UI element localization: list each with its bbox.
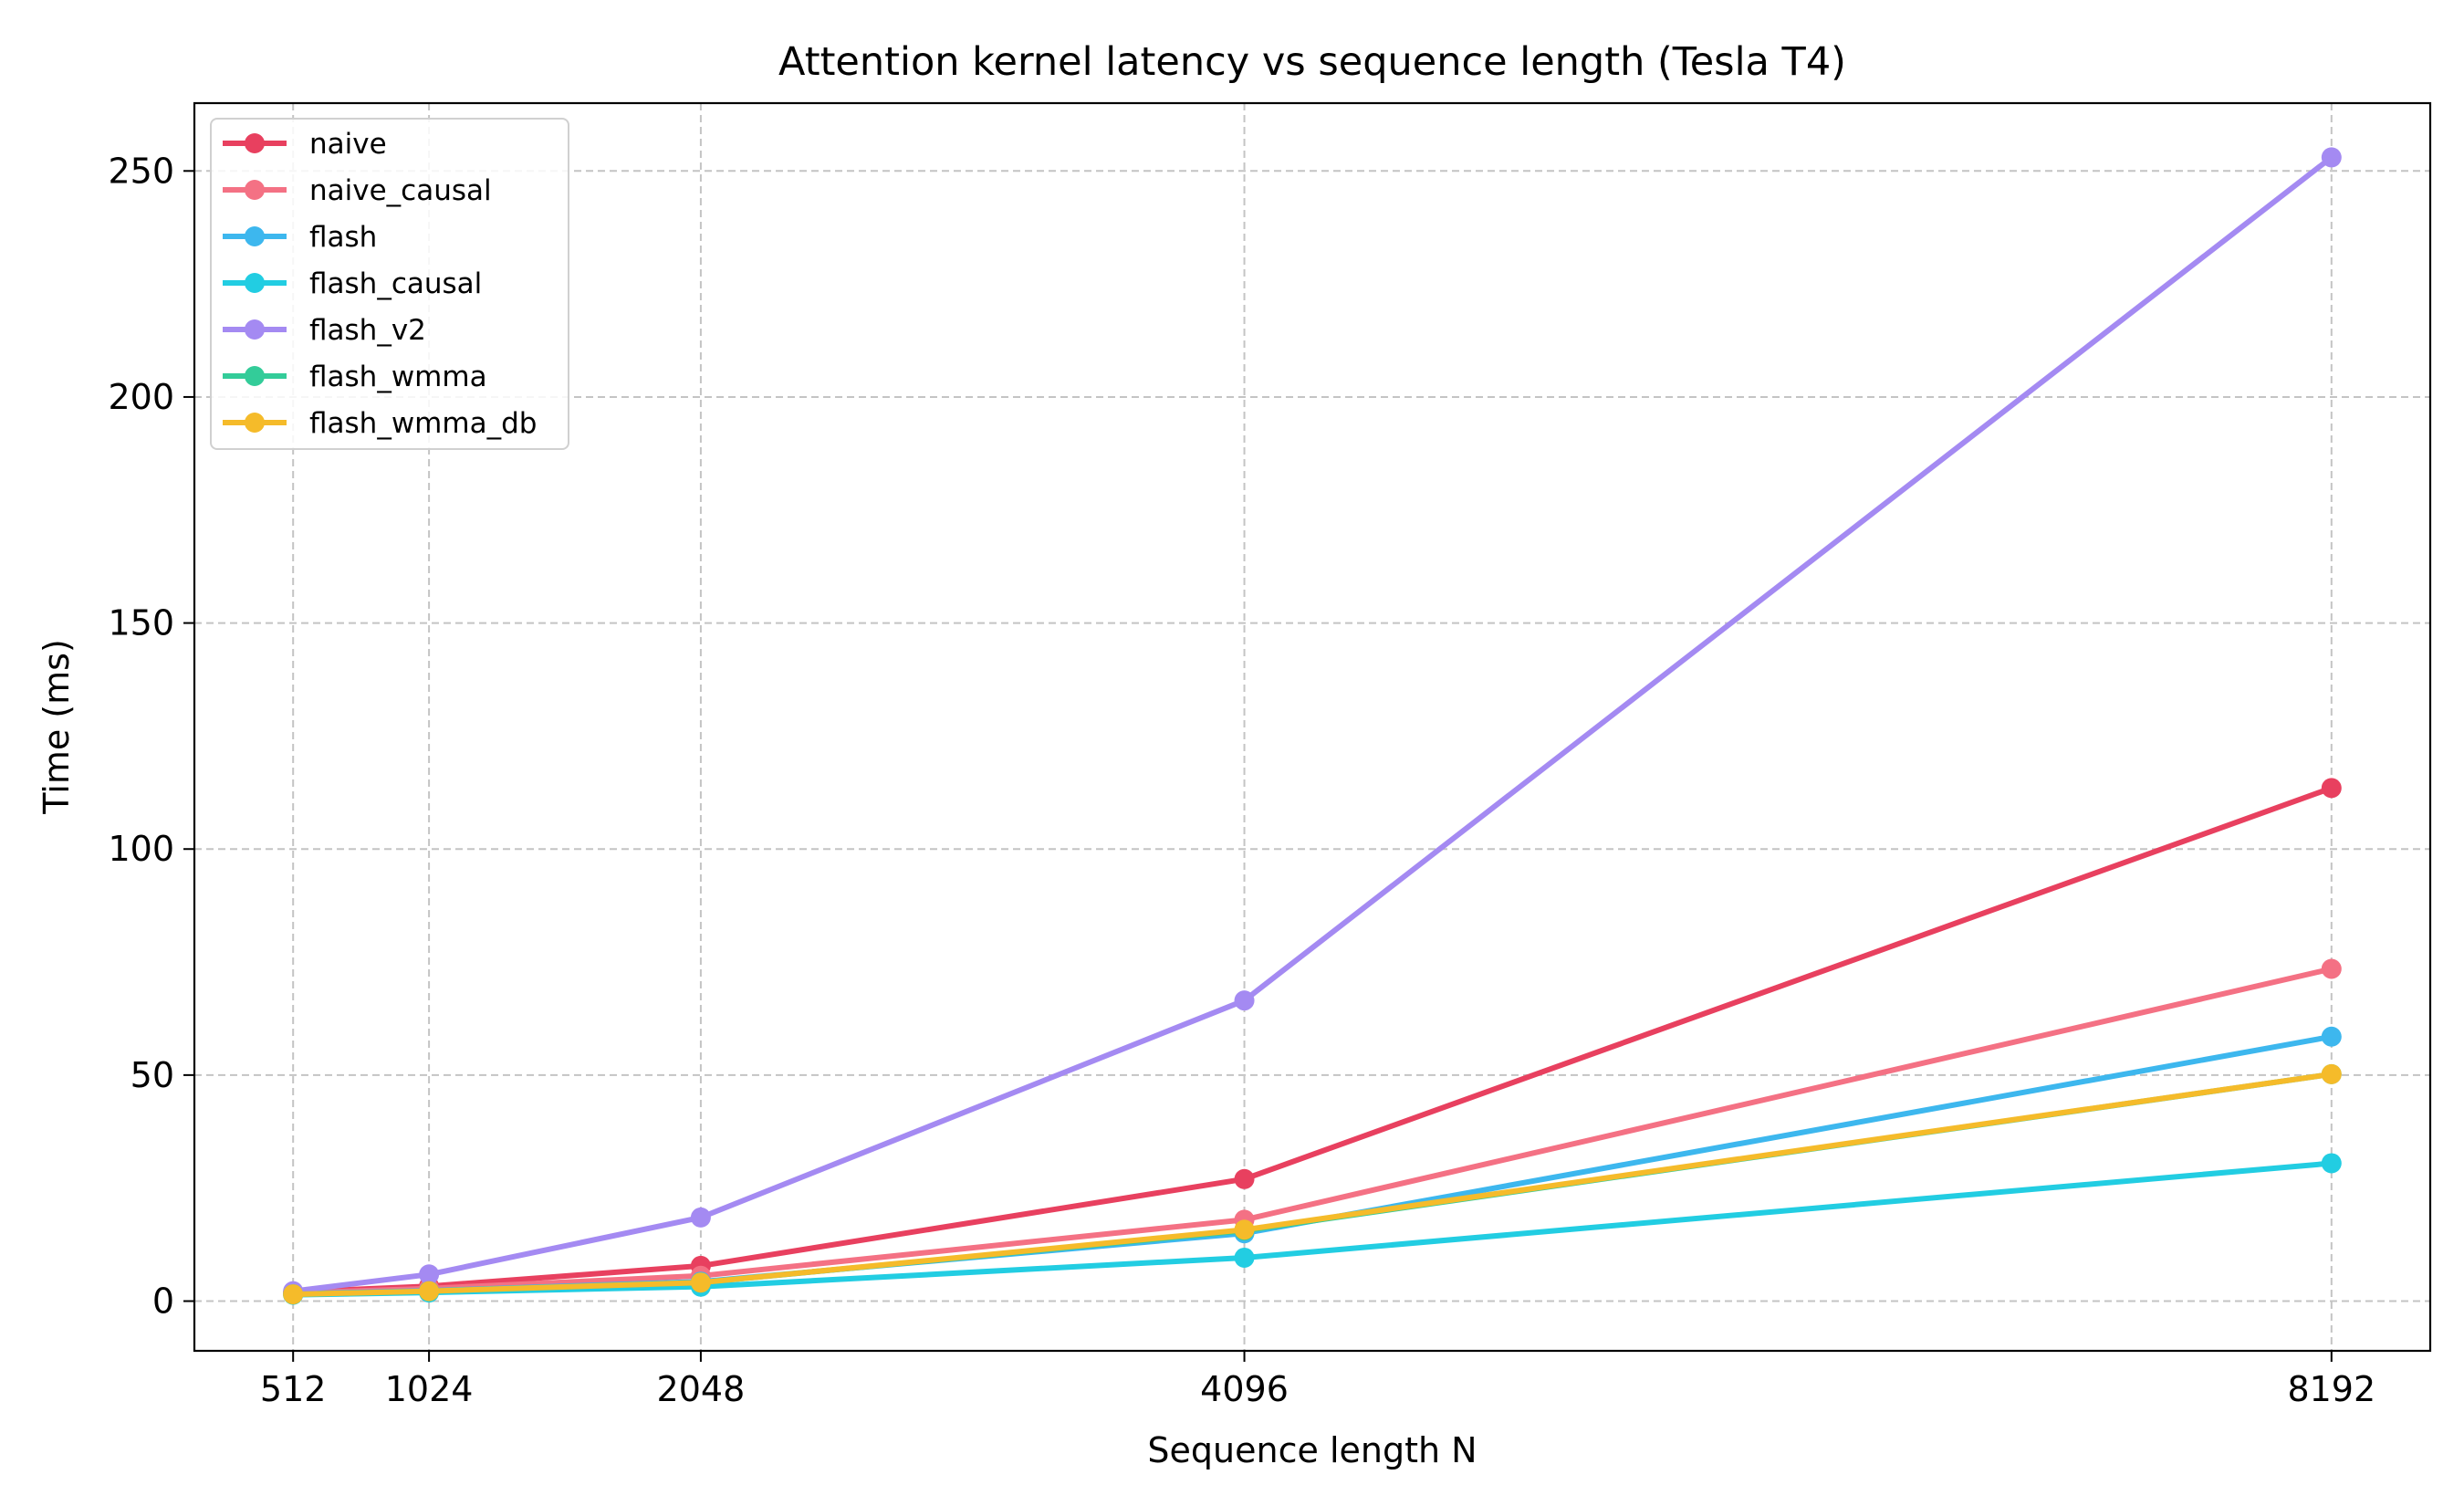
y-tick-label: 50 xyxy=(131,1055,174,1095)
data-point xyxy=(283,1284,304,1305)
legend-swatch-marker xyxy=(245,273,265,293)
legend-swatch-marker xyxy=(245,133,265,153)
legend-item: flash_causal xyxy=(223,267,482,300)
data-point xyxy=(2321,147,2342,168)
legend-item: naive_causal xyxy=(223,174,492,207)
data-point xyxy=(2321,958,2342,979)
axis-ticks: 512 1024 2048 4096 8192 0 50 100 150 200 250 xyxy=(108,151,2375,1409)
y-tick-label: 100 xyxy=(108,829,174,869)
legend-label: flash_causal xyxy=(309,267,482,300)
data-point xyxy=(2321,1153,2342,1174)
data-point xyxy=(2321,1063,2342,1084)
series-layer xyxy=(283,147,2342,1305)
data-point xyxy=(2321,778,2342,799)
x-tick-label: 2048 xyxy=(657,1369,746,1409)
plot-frame xyxy=(193,101,2432,1353)
data-point xyxy=(1234,1219,1255,1240)
y-tick-label: 150 xyxy=(108,603,174,643)
data-point xyxy=(690,1272,711,1293)
data-point xyxy=(2321,1026,2342,1047)
x-tick-label: 1024 xyxy=(385,1369,474,1409)
data-point xyxy=(1234,1168,1255,1189)
data-point xyxy=(1234,1247,1255,1268)
legend-label: naive_causal xyxy=(309,174,492,207)
legend-swatch-marker xyxy=(245,413,265,433)
legend-swatch-marker xyxy=(245,180,265,200)
legend-item: flash xyxy=(223,221,377,254)
y-axis-label: Time (ms) xyxy=(37,639,77,815)
y-tick-label: 200 xyxy=(108,377,174,417)
x-tick-label: 512 xyxy=(260,1369,327,1409)
legend-item: naive xyxy=(223,128,387,161)
legend-item: flash_v2 xyxy=(223,314,426,347)
legend-label: flash_wmma xyxy=(309,361,487,393)
legend-label: naive xyxy=(309,128,387,161)
chart-title: Attention kernel latency vs sequence len… xyxy=(778,39,1846,85)
legend-swatch-marker xyxy=(245,319,265,340)
series-flash_wmma_db xyxy=(283,1063,2342,1305)
data-point xyxy=(419,1281,440,1302)
legend-item: flash_wmma xyxy=(223,361,487,393)
x-tick-label: 4096 xyxy=(1200,1369,1289,1409)
legend-swatch-marker xyxy=(245,366,265,386)
legend-item: flash_wmma_db xyxy=(223,407,537,440)
y-tick-label: 0 xyxy=(152,1281,174,1322)
x-axis-label: Sequence length N xyxy=(1147,1430,1477,1470)
y-tick-label: 250 xyxy=(108,151,174,191)
legend-label: flash_wmma_db xyxy=(309,407,537,440)
data-point xyxy=(419,1264,440,1285)
data-point xyxy=(1234,990,1255,1011)
legend-frame xyxy=(210,118,569,450)
data-point xyxy=(690,1207,711,1228)
legend-label: flash_v2 xyxy=(309,314,426,347)
legend-swatch-marker xyxy=(245,226,265,246)
x-tick-label: 8192 xyxy=(2287,1369,2375,1409)
legend-label: flash xyxy=(309,221,377,254)
